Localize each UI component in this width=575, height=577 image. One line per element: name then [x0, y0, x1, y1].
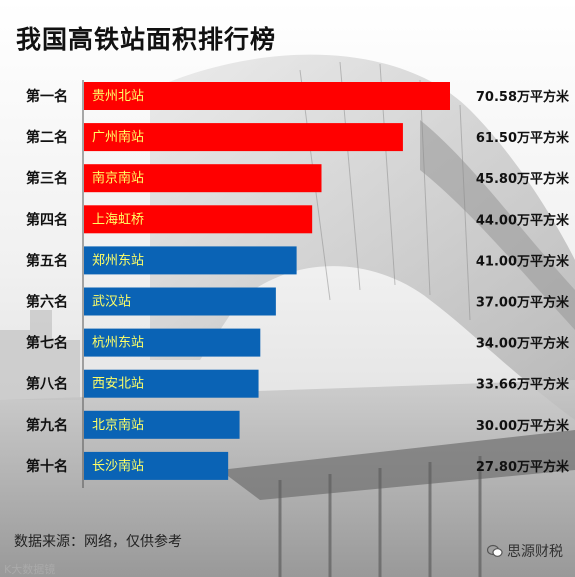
- bar-value-label: 41.00万平方米: [476, 253, 570, 269]
- bar-value-label: 27.80万平方米: [476, 459, 570, 475]
- rank-label: 第二名: [26, 129, 68, 146]
- bar: [84, 164, 322, 193]
- rank-label: 第六名: [26, 294, 68, 311]
- bar-value-label: 61.50万平方米: [476, 130, 570, 146]
- bar-category-label: 长沙南站: [92, 458, 144, 474]
- rank-label: 第九名: [26, 417, 68, 434]
- bar-value-label: 34.00万平方米: [476, 336, 570, 352]
- page-title: 我国高铁站面积排行榜: [16, 25, 277, 54]
- watermark-source: K大数据镜: [4, 563, 56, 576]
- rank-label: 第十名: [26, 458, 68, 475]
- bar-value-label: 30.00万平方米: [476, 418, 570, 434]
- bar-category-label: 郑州东站: [92, 253, 144, 268]
- bar-category-label: 广州南站: [92, 129, 144, 145]
- bar-value-label: 33.66万平方米: [476, 377, 570, 393]
- bar: [84, 328, 261, 357]
- bar: [84, 451, 229, 480]
- bar: [84, 123, 403, 152]
- rank-label: 第一名: [26, 88, 68, 105]
- bar-value-label: 45.80万平方米: [476, 171, 570, 187]
- bar: [84, 82, 450, 110]
- bar-category-label: 西安北站: [92, 377, 144, 392]
- bar-category-label: 杭州东站: [92, 336, 144, 351]
- bar-category-label: 上海虹桥: [92, 212, 144, 227]
- bar: [84, 287, 276, 316]
- data-source-note: 数据来源：网络，仅供参考: [14, 534, 182, 550]
- watermark-brand-label: 思源财税: [507, 544, 563, 560]
- bar-category-label: 贵州北站: [92, 89, 144, 104]
- wechat-icon: [487, 544, 503, 557]
- bar: [84, 205, 313, 234]
- rank-label: 第三名: [26, 170, 68, 187]
- rank-label: 第五名: [26, 252, 68, 269]
- watermark-brand: 思源财税: [487, 541, 563, 561]
- bar-category-label: 北京南站: [92, 417, 144, 433]
- bar-category-label: 南京南站: [92, 170, 144, 186]
- bar: [84, 246, 297, 275]
- bar: [84, 410, 240, 439]
- rank-label: 第七名: [26, 335, 68, 352]
- rank-label: 第四名: [26, 211, 68, 228]
- rank-label: 第八名: [26, 376, 68, 393]
- bar-category-label: 武汉站: [92, 295, 131, 310]
- bar-value-label: 44.00万平方米: [476, 212, 570, 228]
- bar-value-label: 37.00万平方米: [476, 295, 570, 311]
- bar-value-label: 70.58万平方米: [476, 89, 570, 105]
- bar: [84, 369, 259, 398]
